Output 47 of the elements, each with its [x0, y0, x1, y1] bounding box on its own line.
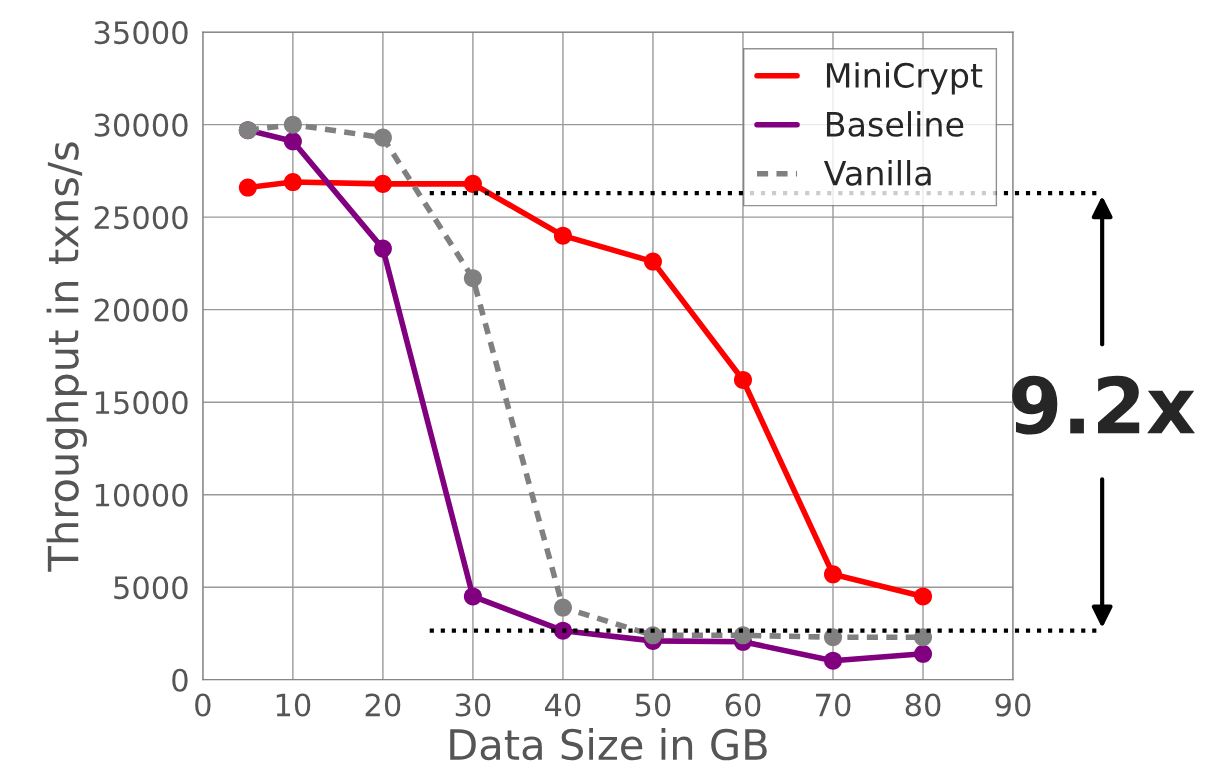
y-tick-label: 15000	[95, 391, 188, 415]
point	[463, 174, 482, 193]
point	[463, 269, 482, 288]
x-tick-label: 50	[635, 693, 671, 717]
point	[643, 626, 662, 645]
point	[913, 587, 933, 606]
point	[553, 598, 572, 617]
x-tick-label: 0	[195, 693, 211, 717]
y-tick-label: 35000	[94, 21, 188, 45]
y-tick-label: 0	[172, 668, 188, 692]
y-axis-title: Throughput in txns/s	[46, 142, 87, 572]
x-tick-label: 40	[544, 693, 581, 717]
point	[373, 239, 392, 258]
annotation: 9.2x	[1012, 375, 1195, 435]
point	[823, 565, 843, 584]
x-tick-label: 90	[995, 693, 1031, 717]
y-tick-label: 10000	[95, 483, 188, 507]
x-tick-label: 60	[725, 693, 761, 717]
point	[553, 226, 572, 245]
x-tick-label: 80	[905, 693, 941, 717]
y-tick-label: 30000	[94, 113, 188, 137]
x-tick-label: 30	[455, 693, 491, 717]
point	[913, 644, 933, 663]
point	[283, 172, 302, 192]
point	[373, 174, 392, 193]
point	[913, 628, 933, 647]
y-tick-label: 25000	[94, 206, 188, 230]
x-tick-label: 10	[276, 693, 311, 717]
point	[643, 252, 662, 271]
y-tick-label: 20000	[94, 298, 188, 322]
point	[238, 178, 257, 197]
legend-label: Vanilla	[823, 160, 931, 186]
x-tick-label: 20	[365, 693, 401, 717]
point	[823, 651, 843, 670]
point	[823, 628, 843, 647]
x-tick-label: 70	[816, 693, 851, 717]
point	[733, 626, 752, 645]
x-axis-title: Data Size in GB	[450, 728, 767, 761]
point	[553, 621, 572, 640]
y-tick-label: 5000	[114, 576, 188, 600]
legend-label: MiniCrypt	[826, 62, 983, 95]
point	[283, 132, 302, 151]
point	[463, 587, 482, 606]
point	[733, 370, 752, 390]
point	[283, 115, 302, 134]
point	[373, 128, 392, 147]
legend-label: Baseline	[826, 111, 964, 137]
